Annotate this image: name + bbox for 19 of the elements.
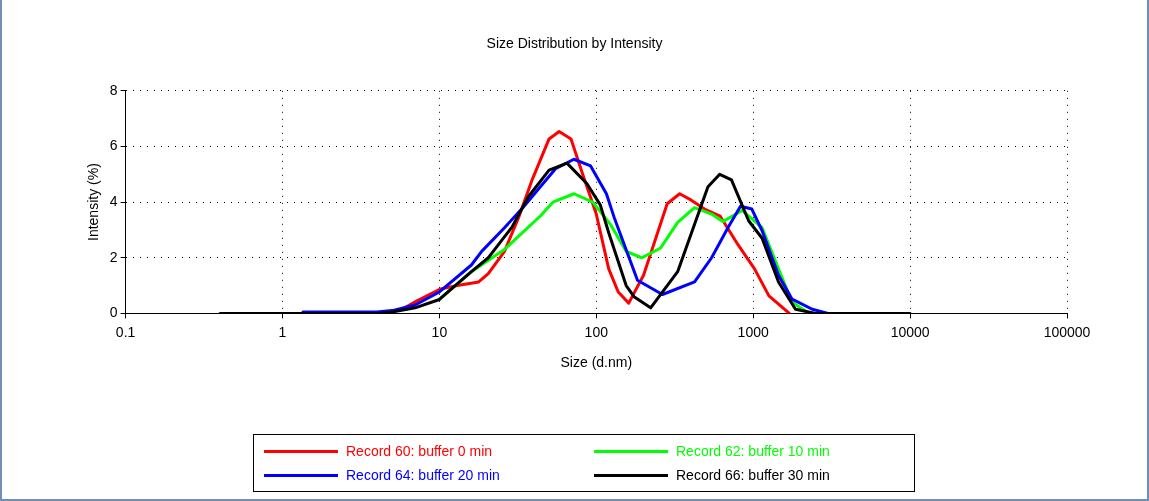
text: Record 64: buffer 20 min xyxy=(346,467,500,483)
y-tick-label: 2 xyxy=(109,248,118,265)
text: Record 60: buffer 0 min xyxy=(346,443,493,459)
text: Record 66: buffer 30 min xyxy=(676,467,830,483)
y-axis-title: Intensity (%) xyxy=(85,163,102,242)
x-tick-label: 100 xyxy=(584,323,609,340)
x-tick-label: 100000 xyxy=(1043,323,1091,340)
text: Record 62: buffer 10 min xyxy=(676,443,830,459)
x-axis-title: Size (d.nm) xyxy=(560,354,633,371)
y-tick-label: 8 xyxy=(109,81,118,98)
y-tick-label: 6 xyxy=(109,137,118,154)
x-tick-label: 10000 xyxy=(890,323,930,340)
x-tick-label: 1 xyxy=(278,323,287,340)
x-tick-label: 10 xyxy=(431,323,448,340)
chart-title: Size Distribution by Intensity xyxy=(486,35,663,52)
y-tick-label: 0 xyxy=(109,304,118,321)
y-tick-label: 4 xyxy=(109,192,118,209)
x-tick-label: 1000 xyxy=(737,323,769,340)
x-tick-label: 0.1 xyxy=(115,323,136,340)
